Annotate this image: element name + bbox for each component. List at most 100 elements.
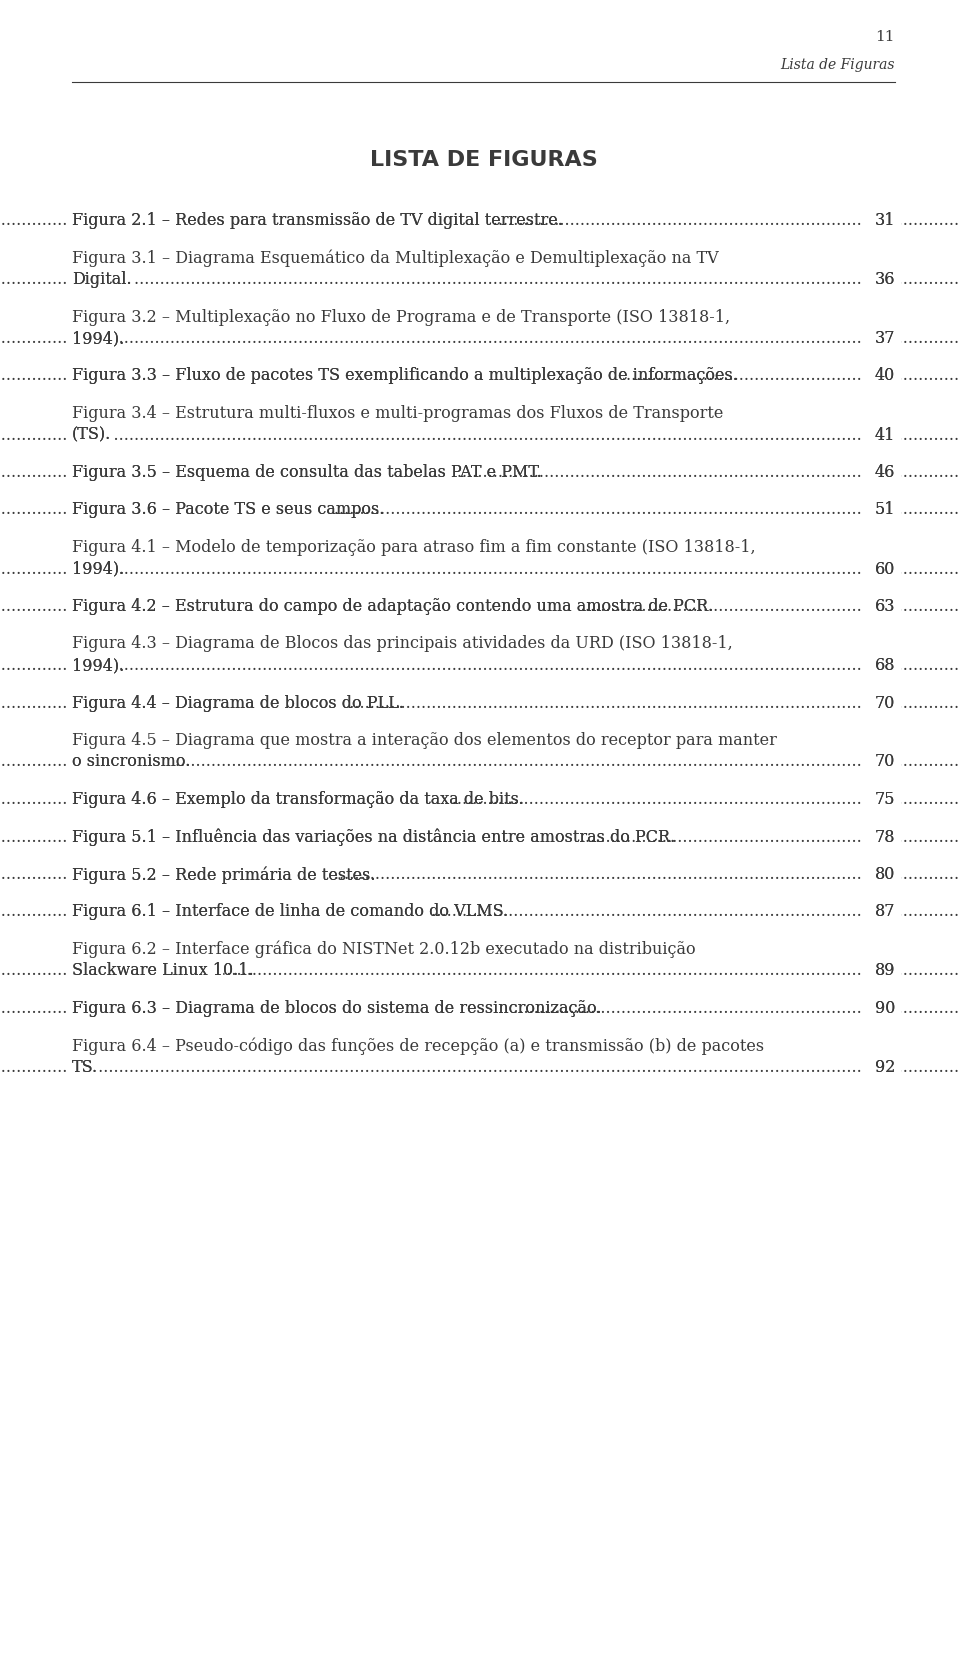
Text: ................................................................................: ........................................…: [0, 1000, 960, 1016]
Bar: [67, 958, 222, 984]
Bar: [67, 995, 512, 1021]
Text: 1994).: 1994).: [72, 561, 124, 578]
Text: ................................................................................: ........................................…: [0, 828, 960, 845]
Text: 78: 78: [875, 828, 895, 845]
Bar: [67, 556, 118, 581]
Text: ................................................................................: ........................................…: [0, 598, 960, 615]
Text: 51: 51: [875, 502, 895, 519]
Text: Figura 5.2 – Rede primária de testes.: Figura 5.2 – Rede primária de testes.: [72, 865, 375, 884]
Text: 70: 70: [875, 694, 895, 712]
Text: (TS).: (TS).: [72, 427, 111, 444]
Text: Figura 6.4 – Pseudo-código das funções de recepção (a) e transmissão (b) de paco: Figura 6.4 – Pseudo-código das funções d…: [72, 1038, 764, 1055]
Text: Figura 5.2 – Rede primária de testes.: Figura 5.2 – Rede primária de testes.: [72, 865, 375, 884]
Text: 68: 68: [875, 657, 895, 674]
Text: TS.: TS.: [72, 1058, 98, 1075]
Bar: [861, 899, 900, 926]
Text: Figura 3.3 – Fluxo de pacotes TS exemplificando a multiplexação de informações.: Figura 3.3 – Fluxo de pacotes TS exempli…: [72, 368, 738, 385]
Text: ................................................................................: ........................................…: [0, 270, 960, 287]
Text: ................................................................................: ........................................…: [0, 212, 960, 228]
Text: Figura 6.2 – Interface gráfica do NISTNet 2.0.12b executado na distribuição: Figura 6.2 – Interface gráfica do NISTNe…: [72, 941, 696, 959]
Text: ................................................................................: ........................................…: [0, 502, 960, 519]
Bar: [67, 265, 132, 292]
Text: 78: 78: [875, 828, 895, 845]
Text: Digital.: Digital.: [72, 270, 132, 287]
Text: 80: 80: [875, 865, 895, 884]
Text: 1994).: 1994).: [72, 329, 124, 348]
Text: 46: 46: [875, 464, 895, 480]
Text: Figura 3.2 – Multiplexação no Fluxo de Programa e de Transporte (ISO 13818-1,: Figura 3.2 – Multiplexação no Fluxo de P…: [72, 309, 731, 326]
Bar: [67, 749, 174, 774]
Text: 1994).: 1994).: [72, 329, 124, 348]
Text: Figura 3.3 – Fluxo de pacotes TS exemplificando a multiplexação de informações.: Figura 3.3 – Fluxo de pacotes TS exempli…: [72, 368, 738, 385]
Bar: [67, 363, 622, 390]
Text: Figura 3.5 – Esquema de consulta das tabelas PAT e PMT.: Figura 3.5 – Esquema de consulta das tab…: [72, 464, 541, 480]
Text: Figura 4.3 – Diagrama de Blocos das principais atividades da URD (ISO 13818-1,: Figura 4.3 – Diagrama de Blocos das prin…: [72, 635, 732, 652]
Bar: [67, 823, 581, 850]
Text: Figura 2.1 – Redes para transmissão de TV digital terrestre.: Figura 2.1 – Redes para transmissão de T…: [72, 212, 563, 228]
Text: 87: 87: [875, 904, 895, 921]
Text: ................................................................................: ........................................…: [0, 368, 960, 385]
Text: 41: 41: [875, 427, 895, 444]
Bar: [861, 422, 900, 449]
Text: 36: 36: [875, 270, 895, 287]
Text: Figura 2.1 – Redes para transmissão de TV digital terrestre.: Figura 2.1 – Redes para transmissão de T…: [72, 212, 563, 228]
Bar: [861, 995, 900, 1021]
Text: Figura 3.5 – Esquema de consulta das tabelas PAT e PMT.: Figura 3.5 – Esquema de consulta das tab…: [72, 464, 541, 480]
Text: 75: 75: [875, 791, 895, 808]
Bar: [67, 497, 332, 522]
Text: 92: 92: [875, 1058, 895, 1075]
Text: ................................................................................: ........................................…: [0, 865, 960, 884]
Text: o sincronismo.: o sincronismo.: [72, 754, 190, 771]
Text: Lista de Figuras: Lista de Figuras: [780, 59, 895, 72]
Text: Figura 5.1 – Influência das variações na distância entre amostras do PCR.: Figura 5.1 – Influência das variações na…: [72, 828, 675, 847]
Text: Digital.: Digital.: [72, 270, 132, 287]
Bar: [861, 593, 900, 620]
Text: 60: 60: [875, 561, 895, 578]
Text: 70: 70: [875, 754, 895, 771]
Text: Figura 5.1 – Influência das variações na distância entre amostras do PCR.: Figura 5.1 – Influência das variações na…: [72, 828, 675, 847]
Text: 68: 68: [875, 657, 895, 674]
Bar: [67, 459, 457, 486]
Bar: [861, 207, 900, 234]
Text: ................................................................................: ........................................…: [0, 561, 960, 578]
Text: 37: 37: [875, 329, 895, 348]
Text: 11: 11: [876, 30, 895, 44]
Text: 40: 40: [875, 368, 895, 385]
Text: 63: 63: [875, 598, 895, 615]
Text: ................................................................................: ........................................…: [0, 427, 960, 444]
Text: Figura 4.2 – Estrutura do campo de adaptação contendo uma amostra de PCR.: Figura 4.2 – Estrutura do campo de adapt…: [72, 598, 713, 615]
Bar: [861, 497, 900, 522]
Text: Figura 6.1 – Interface de linha de comando do VLMS.: Figura 6.1 – Interface de linha de coman…: [72, 904, 508, 921]
Text: 60: 60: [875, 561, 895, 578]
Text: Figura 6.3 – Diagrama de blocos do sistema de ressincronização.: Figura 6.3 – Diagrama de blocos do siste…: [72, 1000, 602, 1016]
Text: Slackware Linux 10.1.: Slackware Linux 10.1.: [72, 963, 253, 979]
Text: 40: 40: [875, 368, 895, 385]
Bar: [861, 823, 900, 850]
Text: 31: 31: [875, 212, 895, 228]
Text: 75: 75: [875, 791, 895, 808]
Bar: [861, 1053, 900, 1080]
Text: ................................................................................: ........................................…: [0, 1058, 960, 1075]
Text: Figura 4.4 – Diagrama de blocos do PLL.: Figura 4.4 – Diagrama de blocos do PLL.: [72, 694, 404, 712]
Text: 31: 31: [875, 212, 895, 228]
Text: 1994).: 1994).: [72, 657, 124, 674]
Text: o sincronismo.: o sincronismo.: [72, 754, 190, 771]
Bar: [67, 593, 581, 620]
Text: 70: 70: [875, 694, 895, 712]
Text: Figura 3.1 – Diagrama Esquemático da Multiplexação e Demultiplexação na TV: Figura 3.1 – Diagrama Esquemático da Mul…: [72, 250, 719, 267]
Text: ................................................................................: ........................................…: [0, 694, 960, 712]
Text: 90: 90: [875, 1000, 895, 1016]
Text: ................................................................................: ........................................…: [0, 904, 960, 921]
Text: ................................................................................: ........................................…: [0, 791, 960, 808]
Bar: [67, 207, 491, 234]
Text: Figura 6.3 – Diagrama de blocos do sistema de ressincronização.: Figura 6.3 – Diagrama de blocos do siste…: [72, 1000, 602, 1016]
Bar: [861, 786, 900, 813]
Text: Figura 4.2 – Estrutura do campo de adaptação contendo uma amostra de PCR.: Figura 4.2 – Estrutura do campo de adapt…: [72, 598, 713, 615]
Text: ................................................................................: ........................................…: [0, 329, 960, 348]
Text: Figura 4.5 – Diagrama que mostra a interação dos elementos do receptor para mant: Figura 4.5 – Diagrama que mostra a inter…: [72, 732, 777, 749]
Bar: [67, 324, 118, 351]
Text: Figura 4.1 – Modelo de temporização para atraso fim a fim constante (ISO 13818-1: Figura 4.1 – Modelo de temporização para…: [72, 539, 756, 556]
Bar: [861, 689, 900, 716]
Bar: [861, 749, 900, 774]
Bar: [67, 786, 449, 813]
